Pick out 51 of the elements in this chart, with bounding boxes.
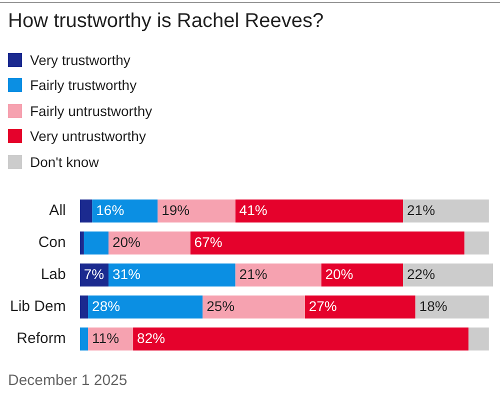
bar bbox=[80, 295, 88, 319]
bar bbox=[190, 231, 464, 255]
legend-label: Very trustworthy bbox=[30, 52, 130, 68]
data-label: 27% bbox=[308, 298, 337, 314]
bar bbox=[321, 263, 404, 287]
bar bbox=[80, 327, 88, 351]
bar bbox=[464, 231, 489, 255]
data-label: 31% bbox=[112, 266, 141, 282]
data-label: 20% bbox=[325, 266, 354, 282]
data-label: 21% bbox=[239, 266, 268, 282]
data-label: 21% bbox=[407, 202, 436, 218]
chart-title: How trustworthy is Rachel Reeves? bbox=[8, 10, 324, 33]
y-tick-label: All bbox=[49, 202, 66, 220]
data-label: 41% bbox=[239, 202, 268, 218]
data-label: 7% bbox=[84, 266, 104, 282]
bar bbox=[84, 231, 108, 255]
bar bbox=[202, 295, 305, 319]
data-label: 11% bbox=[92, 330, 120, 346]
data-label: 22% bbox=[407, 266, 436, 282]
data-label: 25% bbox=[206, 298, 235, 314]
data-label: 18% bbox=[419, 298, 448, 314]
bar bbox=[415, 295, 489, 319]
data-label: 16% bbox=[96, 202, 124, 218]
bar bbox=[80, 199, 92, 223]
bar bbox=[80, 231, 84, 255]
bar bbox=[468, 327, 489, 351]
bar bbox=[158, 199, 236, 223]
y-tick-label: Reform bbox=[16, 330, 66, 348]
y-tick-label: Lab bbox=[40, 266, 66, 284]
data-label: 20% bbox=[112, 234, 141, 250]
bar bbox=[403, 263, 493, 287]
legend-label: Don't know bbox=[30, 154, 99, 170]
data-label: 28% bbox=[92, 298, 120, 314]
bar bbox=[403, 199, 489, 223]
bar bbox=[304, 295, 416, 319]
bar bbox=[133, 327, 468, 351]
y-tick-label: Lib Dem bbox=[10, 298, 66, 316]
data-label: 19% bbox=[162, 202, 190, 218]
bar bbox=[108, 263, 236, 287]
legend-label: Very untrustworthy bbox=[30, 128, 146, 144]
y-tick-label: Con bbox=[38, 234, 66, 252]
legend-label: Fairly trustworthy bbox=[30, 77, 137, 94]
bar bbox=[108, 231, 190, 255]
bar bbox=[235, 199, 404, 223]
bar bbox=[235, 263, 322, 287]
legend-label: Fairly untrustworthy bbox=[30, 102, 152, 119]
bar bbox=[92, 199, 158, 223]
text: December 1 2025 bbox=[8, 372, 128, 389]
bar bbox=[88, 295, 203, 319]
data-label: 67% bbox=[194, 234, 222, 250]
data-label: 82% bbox=[137, 330, 166, 346]
